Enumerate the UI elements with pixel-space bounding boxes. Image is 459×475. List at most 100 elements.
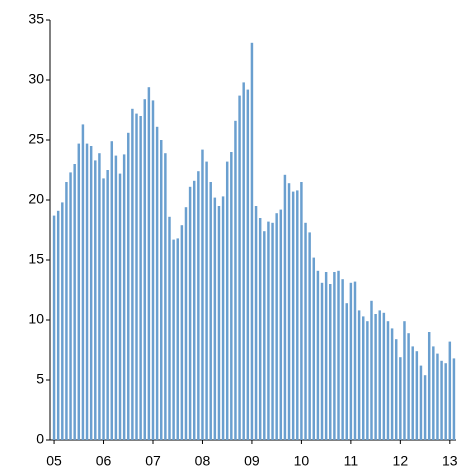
bar xyxy=(444,363,447,440)
bar xyxy=(345,303,348,440)
bar xyxy=(399,357,402,440)
bar xyxy=(118,173,122,440)
bar xyxy=(160,140,163,440)
bar xyxy=(221,196,225,440)
bar xyxy=(114,155,118,440)
bar xyxy=(304,222,307,440)
bar xyxy=(122,154,126,440)
y-tick-label: 25 xyxy=(28,131,44,147)
bar xyxy=(65,182,68,440)
bar xyxy=(296,190,299,440)
bar xyxy=(283,174,287,441)
bar xyxy=(110,141,114,440)
bar xyxy=(370,300,373,440)
y-tick-label: 15 xyxy=(28,251,44,267)
x-tick-label: 06 xyxy=(96,453,112,469)
bar xyxy=(357,310,361,440)
bar xyxy=(312,257,316,440)
bar xyxy=(106,170,109,440)
bar xyxy=(411,346,414,440)
bar xyxy=(263,231,266,440)
bar xyxy=(73,164,76,440)
bar xyxy=(419,365,423,440)
bar xyxy=(180,225,184,440)
bar xyxy=(353,281,357,440)
bar xyxy=(366,321,369,440)
y-tick-label: 30 xyxy=(28,71,44,87)
bar xyxy=(337,270,340,440)
bar xyxy=(135,113,138,440)
y-tick-label: 5 xyxy=(36,371,44,387)
bar xyxy=(168,216,171,440)
bar xyxy=(432,346,435,440)
bar xyxy=(316,270,320,440)
bar xyxy=(386,321,390,440)
x-tick-label: 10 xyxy=(294,453,310,469)
bar xyxy=(427,332,431,440)
bar xyxy=(205,161,208,440)
bar xyxy=(172,239,175,440)
bar xyxy=(147,87,151,440)
bar xyxy=(89,146,93,440)
x-tick-label: 09 xyxy=(244,453,260,469)
x-tick-label: 07 xyxy=(145,453,161,469)
bar xyxy=(374,314,377,440)
bar xyxy=(279,209,283,440)
bar xyxy=(143,99,146,440)
bar xyxy=(230,152,233,440)
x-tick-label: 11 xyxy=(344,453,359,469)
bar xyxy=(250,42,254,441)
y-tick-label: 35 xyxy=(28,11,44,27)
bar xyxy=(217,206,221,440)
bar xyxy=(188,186,192,440)
bar xyxy=(184,207,188,440)
bar xyxy=(423,375,427,440)
bar xyxy=(56,210,60,440)
bar xyxy=(209,182,212,440)
bar xyxy=(267,221,270,440)
bar xyxy=(333,272,336,440)
bar xyxy=(102,178,105,440)
bar xyxy=(300,182,303,440)
bar xyxy=(275,213,278,440)
bar xyxy=(258,218,262,440)
bar xyxy=(213,197,217,440)
bar xyxy=(225,161,229,440)
bar xyxy=(61,202,64,440)
bar xyxy=(287,183,291,440)
bar xyxy=(407,333,410,440)
bar xyxy=(151,100,155,441)
bar xyxy=(234,120,237,441)
bar xyxy=(81,124,85,441)
bar xyxy=(238,95,241,440)
bar xyxy=(390,328,394,440)
bar xyxy=(308,232,311,440)
bar xyxy=(131,108,134,441)
bar xyxy=(403,321,406,440)
bar xyxy=(329,284,332,440)
bar xyxy=(271,222,274,440)
bar xyxy=(201,149,204,440)
bar xyxy=(69,172,72,440)
bar xyxy=(394,339,398,440)
bar xyxy=(254,206,258,440)
bar xyxy=(291,191,295,440)
bar xyxy=(448,341,452,440)
x-tick-label: 05 xyxy=(46,453,62,469)
bar xyxy=(440,360,443,440)
bar xyxy=(94,160,97,440)
bar xyxy=(320,282,324,440)
bar xyxy=(341,279,344,440)
y-tick-label: 10 xyxy=(28,311,44,327)
bar xyxy=(127,132,130,441)
y-tick-label: 20 xyxy=(28,191,44,207)
x-tick-label: 13 xyxy=(442,453,458,469)
x-tick-label: 12 xyxy=(393,453,409,469)
bar xyxy=(192,180,196,441)
bar xyxy=(98,153,101,440)
bar xyxy=(382,312,386,440)
bar xyxy=(246,89,250,440)
bar xyxy=(349,282,353,440)
bar xyxy=(85,143,89,440)
